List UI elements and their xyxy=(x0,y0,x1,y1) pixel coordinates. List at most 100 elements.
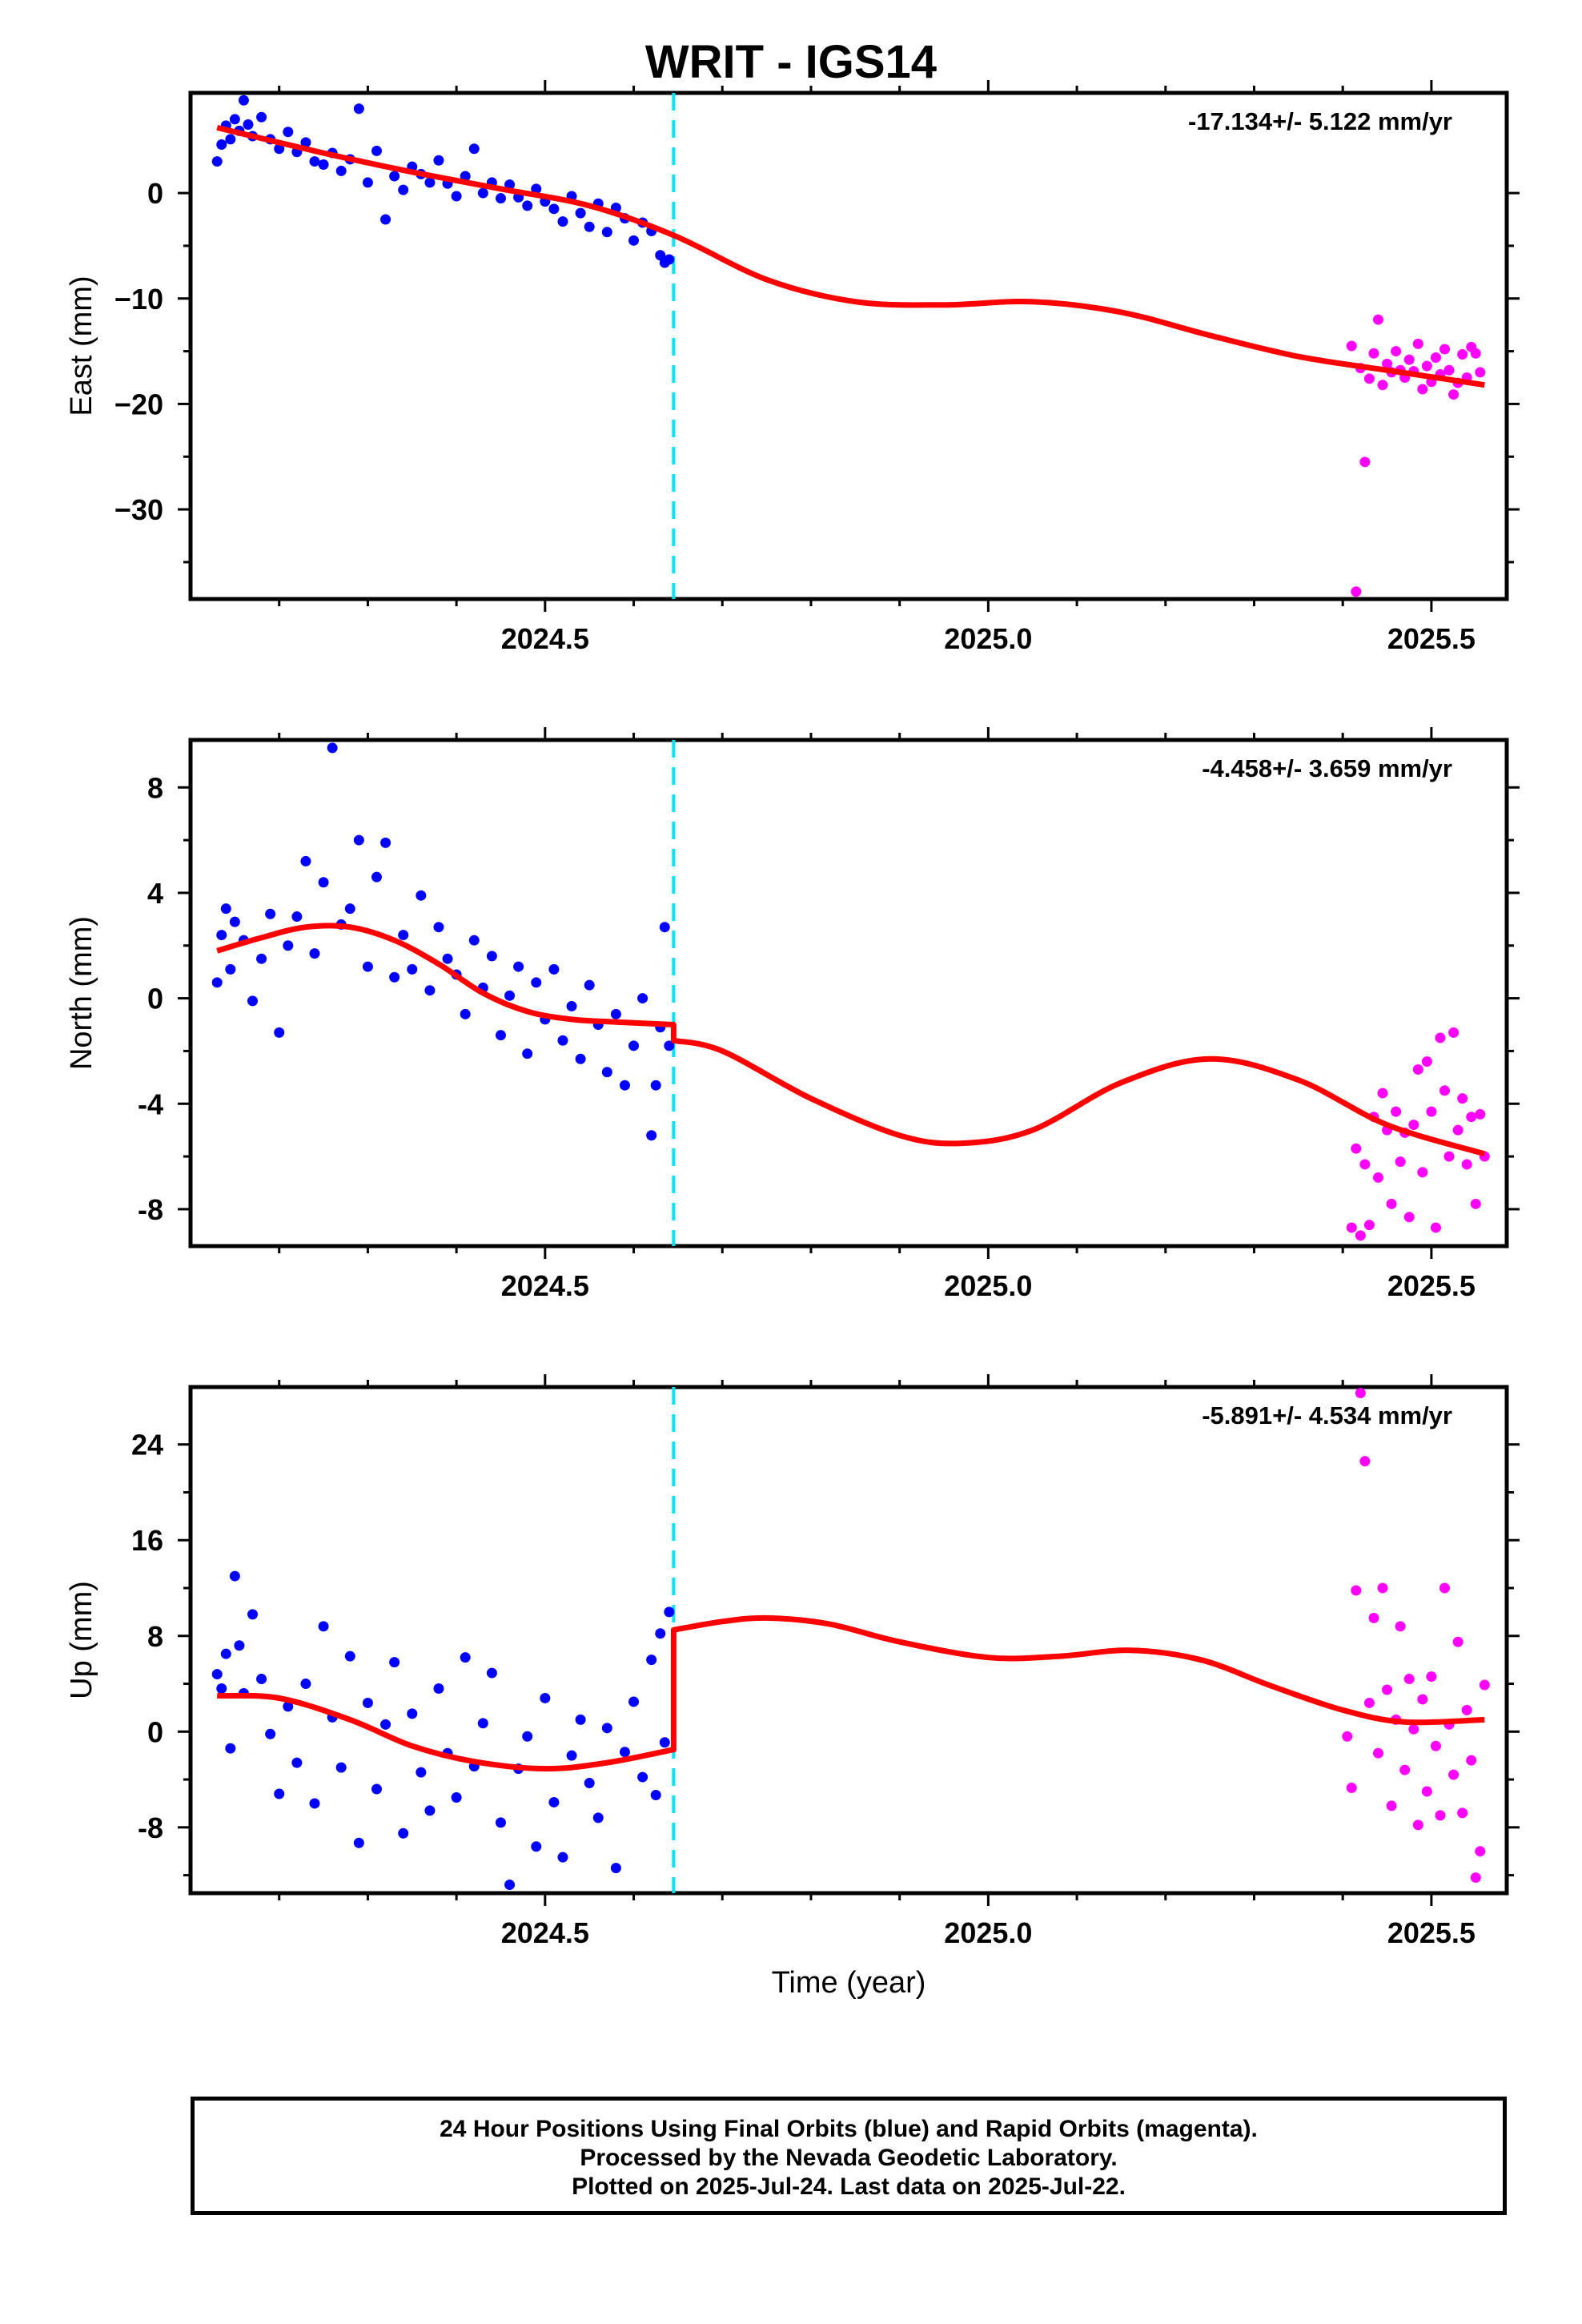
north-fit-curve xyxy=(216,923,1486,1157)
up-final-orbit-point xyxy=(318,1621,329,1632)
up-rapid-orbit-point xyxy=(1382,1684,1393,1695)
east-final-orbit-point xyxy=(557,216,568,227)
north-final-orbit-point xyxy=(433,922,444,933)
east-final-orbit-point xyxy=(424,177,436,188)
east-rapid-orbit-point xyxy=(1368,348,1379,359)
up-final-orbit-point xyxy=(407,1708,418,1719)
up-final-orbit-point xyxy=(495,1817,506,1828)
up-final-orbit-point xyxy=(229,1570,240,1582)
east-rapid-orbit-point xyxy=(1359,456,1371,468)
east-y-tick-label: 0 xyxy=(147,177,163,210)
east-x-tick-label: 2024.5 xyxy=(501,622,589,655)
east-rapid-orbit-point xyxy=(1372,314,1383,325)
north-frame xyxy=(188,738,1509,1248)
up-final-orbit-point xyxy=(274,1788,285,1799)
up-y-tick-label: -8 xyxy=(138,1811,163,1844)
north-rapid-orbit-point xyxy=(1430,1222,1441,1233)
up-rapid-orbit-point xyxy=(1475,1846,1486,1857)
up-final-orbit-point xyxy=(291,1757,303,1768)
north-rapid-orbit-point xyxy=(1435,1032,1446,1043)
north-plot-area xyxy=(211,740,1490,1246)
north-rapid-orbit-point xyxy=(1421,1056,1432,1068)
east-y-axis-label: East (mm) xyxy=(65,275,98,416)
north-final-orbit-point xyxy=(628,1040,640,1051)
caption-line-1: 24 Hour Positions Using Final Orbits (bl… xyxy=(440,2116,1258,2142)
north-final-orbit-point xyxy=(460,1008,471,1019)
north-final-orbit-point xyxy=(265,908,276,919)
east-final-orbit-point xyxy=(664,254,675,265)
north-x-tick-label: 2024.5 xyxy=(501,1269,589,1302)
east-final-orbit-point xyxy=(468,143,480,155)
north-final-orbit-point xyxy=(211,977,223,988)
up-rapid-orbit-point xyxy=(1430,1740,1441,1751)
east-final-orbit-point xyxy=(628,235,640,246)
up-final-orbit-point xyxy=(335,1762,347,1773)
up-final-orbit-point xyxy=(531,1841,542,1852)
east-x-tick-label: 2025.0 xyxy=(944,622,1032,655)
up-y-tick-label: 8 xyxy=(147,1620,163,1653)
caption-line-3: Plotted on 2025-Jul-24. Last data on 202… xyxy=(572,2173,1126,2200)
north-final-orbit-point xyxy=(495,1030,506,1041)
up-final-orbit-point xyxy=(504,1880,516,1891)
up-rapid-orbit-point xyxy=(1448,1769,1460,1780)
east-final-orbit-point xyxy=(495,193,506,204)
up-final-orbit-point xyxy=(433,1683,444,1695)
north-final-orbit-point xyxy=(274,1027,285,1038)
north-y-tick-label: -4 xyxy=(138,1088,163,1120)
up-final-orbit-point xyxy=(398,1827,409,1839)
north-rapid-orbit-point xyxy=(1363,1220,1375,1231)
up-final-orbit-point xyxy=(592,1812,604,1823)
east-final-orbit-point xyxy=(380,214,391,225)
east-panel: 2024.5 2025.0 2025.5 −30 −20 −10 0 East (mm) -17… xyxy=(65,80,1520,655)
up-rapid-orbit-point xyxy=(1470,1872,1481,1884)
up-rapid-orbit-point xyxy=(1417,1694,1428,1705)
up-rapid-orbit-point xyxy=(1479,1679,1490,1691)
north-final-orbit-point xyxy=(220,903,231,915)
up-rapid-orbit-point xyxy=(1457,1807,1468,1819)
north-rapid-orbit-point xyxy=(1355,1230,1366,1241)
north-final-orbit-point xyxy=(522,1048,533,1059)
east-rapid-orbit-point xyxy=(1351,586,1362,597)
up-final-orbit-point xyxy=(584,1778,595,1789)
north-final-orbit-point xyxy=(318,877,329,888)
up-final-orbit-point xyxy=(451,1791,462,1803)
north-final-orbit-point xyxy=(504,990,516,1001)
east-final-orbit-point xyxy=(300,137,311,148)
up-final-orbit-point xyxy=(362,1697,373,1708)
east-final-orbit-point xyxy=(211,156,223,167)
up-final-orbit-point xyxy=(664,1606,675,1618)
north-rapid-orbit-point xyxy=(1475,1108,1486,1120)
east-final-orbit-point xyxy=(256,111,267,123)
north-rapid-orbit-point xyxy=(1412,1063,1423,1075)
up-final-orbit-point xyxy=(628,1696,640,1707)
east-rapid-orbit-point xyxy=(1346,340,1357,352)
east-rapid-orbit-point xyxy=(1403,354,1415,365)
up-final-orbit-point xyxy=(557,1852,568,1863)
north-rate-label: -4.458+/- 3.659 mm/yr xyxy=(1202,754,1452,782)
north-final-orbit-point xyxy=(664,1040,675,1051)
up-rate-label: -5.891+/- 4.534 mm/yr xyxy=(1202,1401,1452,1429)
north-final-orbit-point xyxy=(659,922,670,933)
east-rapid-orbit-point xyxy=(1421,360,1432,372)
north-final-orbit-point xyxy=(398,930,409,941)
up-final-orbit-point xyxy=(371,1783,382,1795)
up-final-orbit-point xyxy=(522,1731,533,1742)
up-final-orbit-point xyxy=(610,1863,621,1874)
east-rapid-orbit-point xyxy=(1475,367,1486,378)
up-rapid-orbit-point xyxy=(1439,1582,1451,1594)
north-rapid-orbit-point xyxy=(1448,1027,1460,1038)
east-final-orbit-point xyxy=(283,127,294,138)
north-rapid-orbit-point xyxy=(1470,1198,1481,1209)
up-final-orbit-point xyxy=(566,1750,577,1761)
up-rapid-orbit-point xyxy=(1408,1723,1419,1735)
north-final-orbit-point xyxy=(531,977,542,988)
north-final-orbit-point xyxy=(646,1130,657,1141)
east-final-orbit-point xyxy=(309,156,320,167)
north-rapid-orbit-point xyxy=(1391,1106,1402,1117)
up-x-tick-label: 2025.5 xyxy=(1387,1916,1476,1949)
north-final-orbit-point xyxy=(557,1035,568,1046)
north-rapid-orbit-point xyxy=(1461,1159,1472,1170)
east-final-orbit-point xyxy=(318,159,329,171)
north-final-orbit-point xyxy=(584,979,595,991)
